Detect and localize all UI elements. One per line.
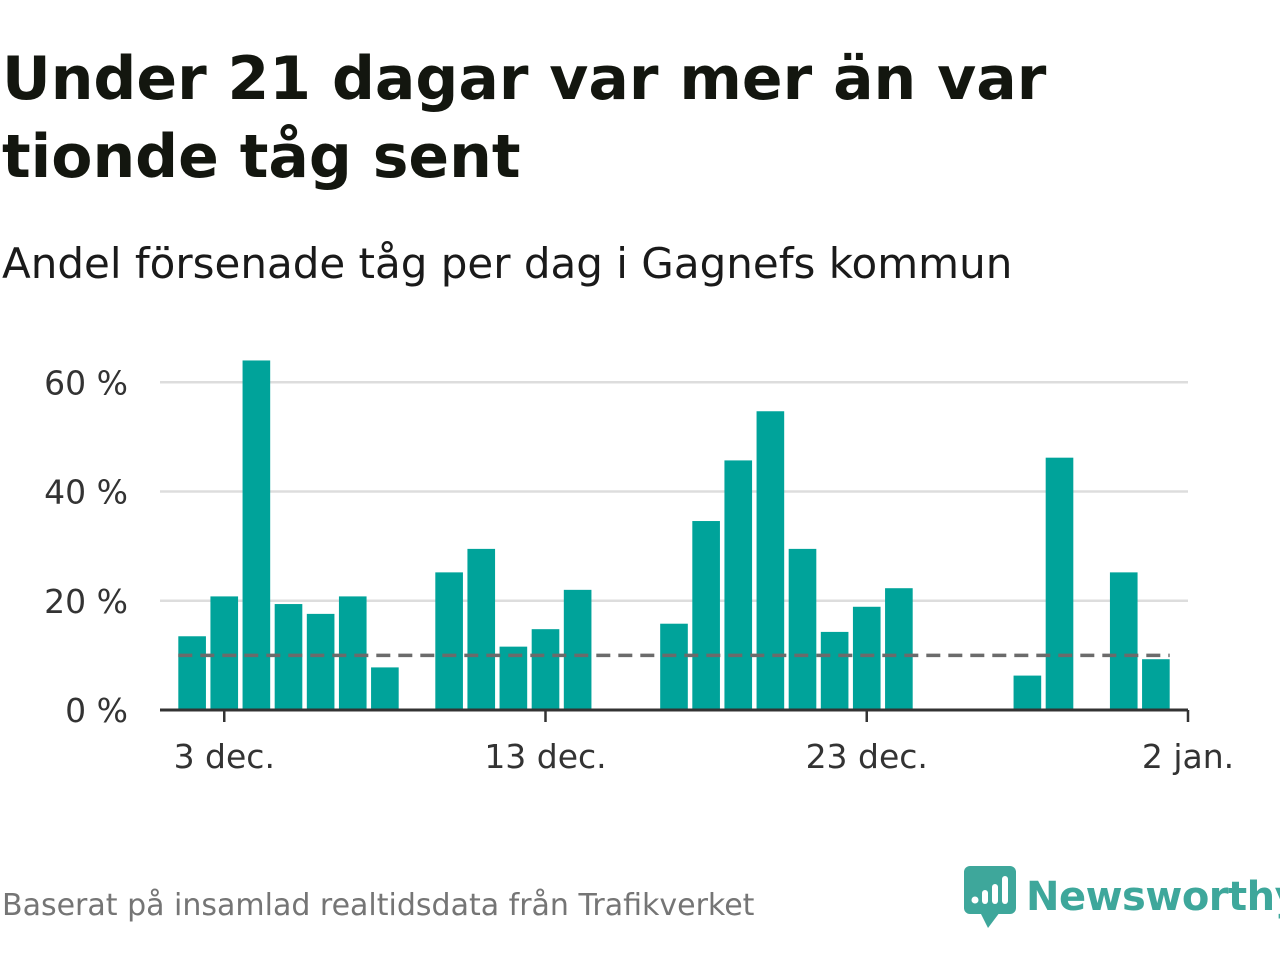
bar <box>1013 675 1042 710</box>
newsworthy-logo-icon <box>964 866 1016 928</box>
source-note: Baserat på insamlad realtidsdata från Tr… <box>2 888 755 923</box>
bar <box>178 636 206 710</box>
tick-labels: 0 % 20 % 40 % 60 % 3 dec. 13 dec. 23 dec. 2 jan… <box>44 363 1234 776</box>
bar <box>499 646 528 710</box>
bar <box>531 629 560 710</box>
chart-subtitle: Andel försenade tåg per dag i Gagnefs ko… <box>2 239 1013 288</box>
bar <box>563 589 592 710</box>
brand-logo: Newsworthy <box>964 864 1280 930</box>
bar <box>660 623 688 710</box>
bar <box>338 596 367 710</box>
bar <box>242 360 271 710</box>
bar <box>885 588 913 710</box>
bar <box>724 460 753 710</box>
y-tick-label: 20 % <box>44 582 128 621</box>
y-tick-label: 40 % <box>44 473 128 512</box>
bar-chart: 0 % 20 % 40 % 60 % 3 dec. 13 dec. 23 dec. 2 jan… <box>44 360 1234 776</box>
bar <box>371 667 399 710</box>
bar <box>756 411 785 710</box>
brand-name: Newsworthy <box>1026 874 1280 920</box>
bar <box>692 521 720 710</box>
bar <box>467 548 496 710</box>
bar <box>435 572 463 710</box>
bar <box>1142 659 1170 710</box>
y-tick-label: 0 % <box>65 691 128 730</box>
bar <box>306 613 335 710</box>
bar <box>210 596 239 710</box>
x-tick-label: 3 dec. <box>174 737 275 776</box>
bar <box>1045 457 1074 710</box>
bar <box>820 631 849 710</box>
bar <box>852 606 881 710</box>
grid-lines <box>160 381 1188 603</box>
x-tick-label: 13 dec. <box>484 737 606 776</box>
bar <box>788 548 817 710</box>
axes <box>160 708 1190 722</box>
y-tick-label: 60 % <box>44 363 128 402</box>
bar <box>1109 572 1138 710</box>
x-tick-label: 2 jan. <box>1142 737 1234 776</box>
bars <box>178 360 1170 710</box>
x-tick-label: 23 dec. <box>806 737 928 776</box>
chart-title: Under 21 dagar var mer än var tionde tåg… <box>2 44 1047 192</box>
